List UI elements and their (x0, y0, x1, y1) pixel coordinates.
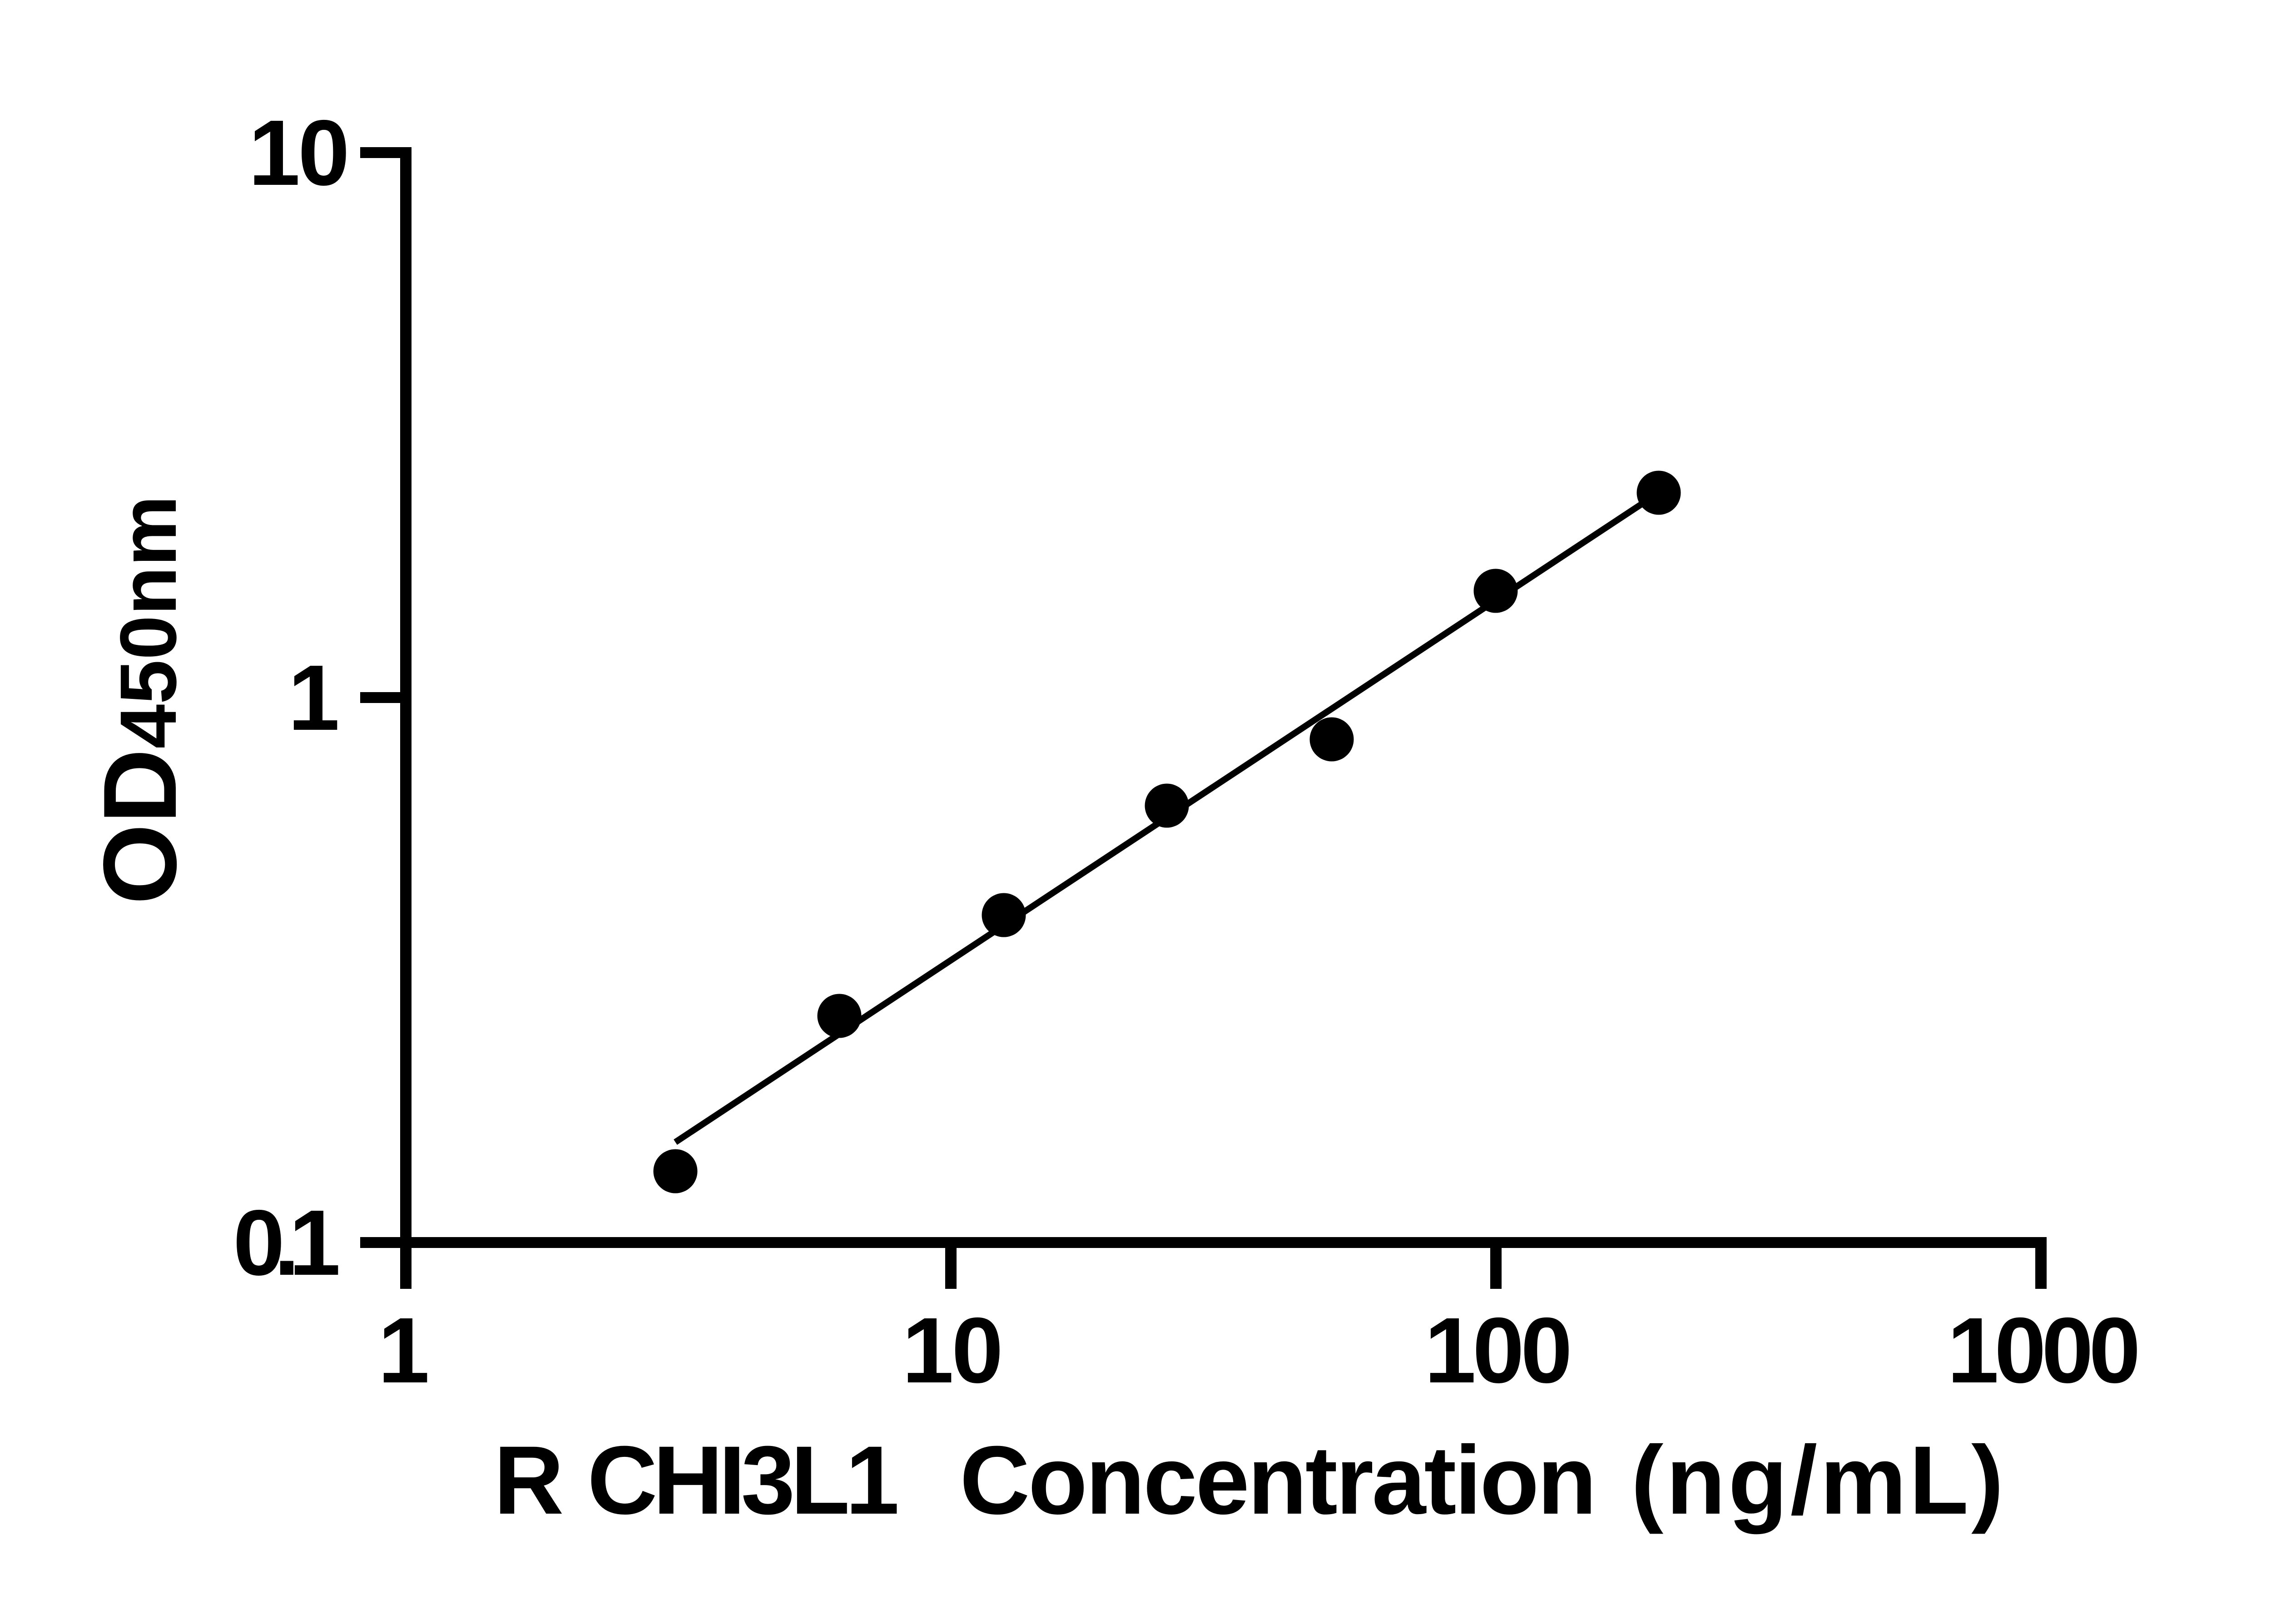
svg-text:100: 100 (1424, 1298, 1569, 1402)
svg-text:1: 1 (378, 1298, 430, 1402)
svg-text:10: 10 (248, 101, 347, 205)
svg-text:10: 10 (902, 1298, 1001, 1402)
svg-text:1: 1 (288, 646, 340, 750)
svg-text:0.1: 0.1 (233, 1191, 338, 1295)
svg-text:1000: 1000 (1947, 1298, 2137, 1402)
